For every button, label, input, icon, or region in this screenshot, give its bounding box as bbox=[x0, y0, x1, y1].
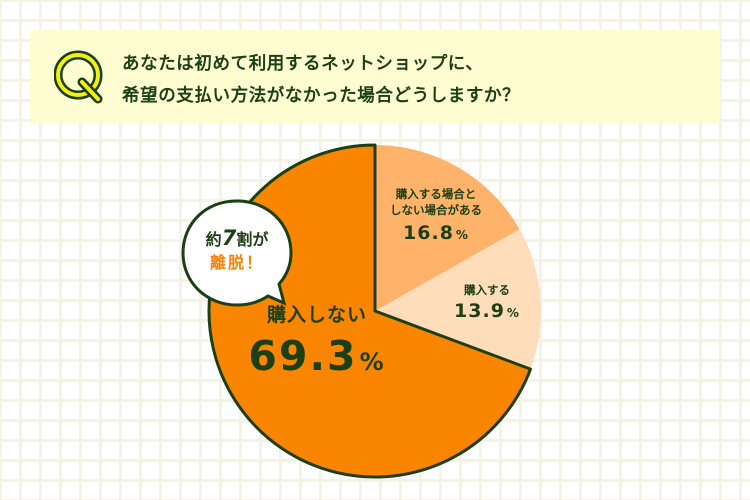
question-line-2: 希望の支払い方法がなかった場合どうしますか？ bbox=[122, 86, 521, 106]
label-sometimes: 購入する場合と しない場合がある 16.8% bbox=[386, 186, 486, 244]
callout-text: 約7割が 離脱！ bbox=[186, 226, 288, 274]
value-sometimes-number: 16.8 bbox=[403, 222, 454, 244]
value-not-buy: 69.3% bbox=[232, 333, 402, 385]
value-buy-number: 13.9 bbox=[454, 300, 505, 322]
q-letter-icon bbox=[54, 50, 103, 104]
label-sometimes-line1: 購入する場合と bbox=[395, 187, 477, 201]
value-sometimes: 16.8% bbox=[386, 222, 486, 244]
callout-suffix: 割が bbox=[236, 230, 269, 249]
callout-line-2: 離脱！ bbox=[209, 253, 264, 272]
callout-number: 7 bbox=[221, 226, 237, 250]
value-buy: 13.9% bbox=[442, 300, 532, 322]
question-text: あなたは初めて利用するネットショップに、 希望の支払い方法がなかった場合どうしま… bbox=[122, 48, 520, 112]
label-sometimes-line2: しない場合がある bbox=[390, 203, 482, 217]
value-sometimes-unit: % bbox=[455, 228, 469, 242]
slice-not-buy bbox=[207, 143, 532, 479]
callout-prefix: 約 bbox=[205, 230, 222, 249]
label-not-buy: 購入しない 69.3% bbox=[232, 300, 402, 385]
slice-buy bbox=[375, 229, 541, 370]
question-box: あなたは初めて利用するネットショップに、 希望の支払い方法がなかった場合どうしま… bbox=[30, 30, 720, 123]
value-buy-unit: % bbox=[506, 306, 520, 320]
slice-sometimes bbox=[375, 145, 520, 311]
value-not-buy-unit: % bbox=[359, 348, 386, 376]
value-not-buy-number: 69.3 bbox=[248, 332, 358, 380]
callout-line-1: 約7割が bbox=[186, 226, 288, 252]
question-line-1: あなたは初めて利用するネットショップに、 bbox=[122, 54, 484, 74]
label-not-buy-text: 購入しない bbox=[266, 304, 367, 326]
callout-bubble bbox=[181, 199, 293, 307]
label-buy: 購入する 13.9% bbox=[442, 282, 532, 322]
label-buy-text: 購入する bbox=[464, 283, 510, 297]
